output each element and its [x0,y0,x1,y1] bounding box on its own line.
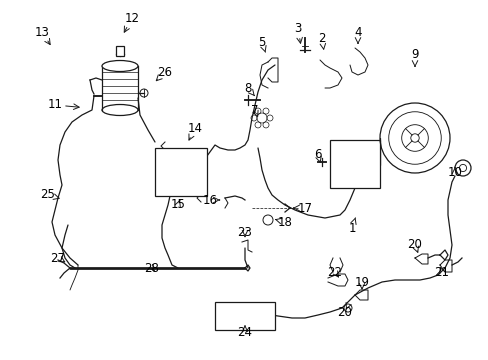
Text: 28: 28 [144,261,159,274]
Text: 17: 17 [297,202,312,215]
Text: 20: 20 [407,238,422,252]
Text: 6: 6 [314,148,321,162]
Bar [215,302,274,330]
Text: 19: 19 [354,275,369,288]
Text: 15: 15 [170,198,185,211]
Text: 24: 24 [237,325,252,338]
Text: 20: 20 [337,306,352,319]
Text: 1: 1 [347,221,355,234]
Text: 4: 4 [353,26,361,39]
Text: 2: 2 [318,31,325,45]
Text: 3: 3 [294,22,301,35]
Text: 7: 7 [251,104,258,117]
Text: 26: 26 [157,66,172,78]
Ellipse shape [102,60,138,72]
Text: 5: 5 [258,36,265,49]
Text: 9: 9 [410,49,418,62]
Text: 8: 8 [244,81,251,94]
Text: 10: 10 [447,166,462,179]
Text: 22: 22 [327,266,342,279]
Text: 14: 14 [187,122,202,135]
Text: 12: 12 [124,12,139,24]
Bar [329,140,379,188]
Text: 11: 11 [47,99,62,112]
Text: 16: 16 [202,194,217,207]
Text: 13: 13 [35,26,49,39]
Text: 18: 18 [277,216,292,229]
Bar [116,46,124,56]
Text: 27: 27 [50,252,65,265]
Text: 25: 25 [41,189,55,202]
Bar [155,148,206,196]
Text: 23: 23 [237,225,252,238]
Text: 21: 21 [434,266,448,279]
